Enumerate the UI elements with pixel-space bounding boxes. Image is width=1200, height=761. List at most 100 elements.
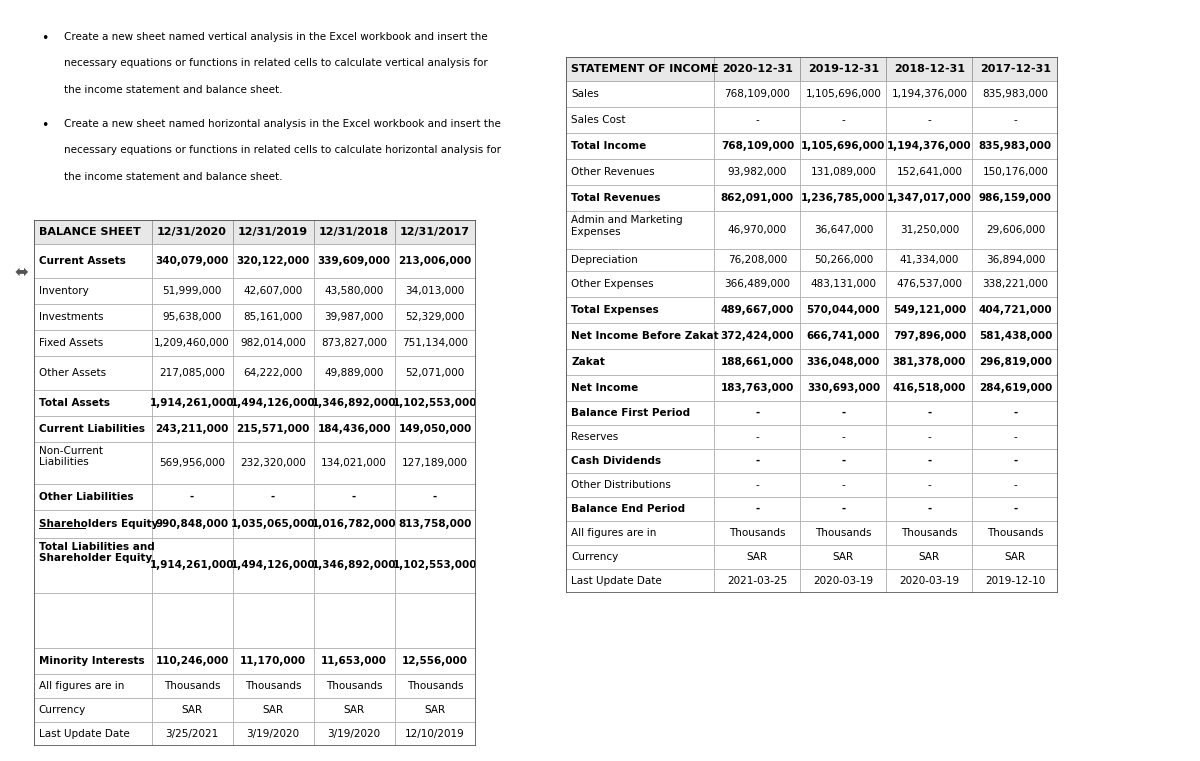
Bar <box>313 278 395 304</box>
Bar <box>972 297 1058 323</box>
Text: -: - <box>352 492 356 501</box>
Text: 569,956,000: 569,956,000 <box>160 458 226 468</box>
Text: SAR: SAR <box>343 705 365 715</box>
Bar <box>887 159 972 185</box>
Bar <box>313 593 395 648</box>
Text: 2020-03-19: 2020-03-19 <box>899 576 960 586</box>
Bar <box>233 538 313 593</box>
Text: 320,122,000: 320,122,000 <box>236 256 310 266</box>
Bar <box>395 538 475 593</box>
Bar <box>395 673 475 698</box>
Bar <box>714 159 800 185</box>
Text: 1,347,017,000: 1,347,017,000 <box>887 193 972 203</box>
Text: 11,653,000: 11,653,000 <box>322 656 388 666</box>
Text: Current Assets: Current Assets <box>38 256 126 266</box>
Bar <box>972 401 1058 425</box>
Text: 183,763,000: 183,763,000 <box>721 383 794 393</box>
Text: 39,987,000: 39,987,000 <box>324 312 384 322</box>
Text: 2020-03-19: 2020-03-19 <box>814 576 874 586</box>
Text: 1,494,126,000: 1,494,126,000 <box>230 560 316 570</box>
Bar <box>151 648 233 673</box>
Text: 52,071,000: 52,071,000 <box>406 368 464 377</box>
Bar <box>972 449 1058 473</box>
Text: 215,571,000: 215,571,000 <box>236 424 310 434</box>
Text: 751,134,000: 751,134,000 <box>402 338 468 348</box>
Bar <box>313 390 395 416</box>
Text: Last Update Date: Last Update Date <box>38 729 130 739</box>
Text: Net Income Before Zakat: Net Income Before Zakat <box>571 331 719 341</box>
Text: 43,580,000: 43,580,000 <box>324 286 384 296</box>
Bar <box>972 249 1058 271</box>
Bar <box>714 57 800 81</box>
Bar <box>151 538 233 593</box>
Bar <box>233 356 313 390</box>
Bar <box>566 133 714 159</box>
Bar <box>887 271 972 297</box>
Text: •: • <box>41 119 48 132</box>
Text: 12/31/2017: 12/31/2017 <box>400 227 470 237</box>
Text: 768,109,000: 768,109,000 <box>721 141 794 151</box>
Bar <box>714 497 800 521</box>
Bar <box>887 449 972 473</box>
Bar <box>887 401 972 425</box>
Bar <box>800 521 887 545</box>
Text: Reserves: Reserves <box>571 432 619 442</box>
Text: Other Assets: Other Assets <box>38 368 106 377</box>
Bar <box>972 545 1058 569</box>
Bar <box>151 593 233 648</box>
Text: Net Income: Net Income <box>571 383 638 393</box>
Text: Thousands: Thousands <box>326 681 383 691</box>
Bar <box>34 721 151 746</box>
Text: BALANCE SHEET: BALANCE SHEET <box>38 227 140 237</box>
Bar <box>800 57 887 81</box>
Bar <box>566 185 714 211</box>
Bar <box>566 211 714 249</box>
Text: 1,102,553,000: 1,102,553,000 <box>392 398 478 408</box>
Bar <box>800 297 887 323</box>
Bar <box>34 538 151 593</box>
Bar <box>887 473 972 497</box>
Text: Last Update Date: Last Update Date <box>571 576 662 586</box>
Bar <box>34 648 151 673</box>
Bar <box>887 569 972 593</box>
Bar <box>233 442 313 484</box>
Bar <box>800 449 887 473</box>
Text: Other Distributions: Other Distributions <box>571 480 671 490</box>
Bar <box>34 416 151 442</box>
Text: 2018-12-31: 2018-12-31 <box>894 64 965 74</box>
Text: 1,346,892,000: 1,346,892,000 <box>312 398 396 408</box>
Bar <box>313 304 395 330</box>
Bar <box>566 323 714 349</box>
Bar <box>566 497 714 521</box>
Text: Thousands: Thousands <box>901 528 958 538</box>
Text: 372,424,000: 372,424,000 <box>720 331 794 341</box>
Bar <box>800 425 887 449</box>
Bar <box>714 133 800 159</box>
Text: 3/19/2020: 3/19/2020 <box>246 729 300 739</box>
Text: 813,758,000: 813,758,000 <box>398 519 472 529</box>
Text: -: - <box>190 492 194 501</box>
Bar <box>566 159 714 185</box>
Bar <box>972 425 1058 449</box>
Text: 986,159,000: 986,159,000 <box>979 193 1052 203</box>
Text: -: - <box>841 456 846 466</box>
Text: necessary equations or functions in related cells to calculate horizontal analys: necessary equations or functions in rela… <box>64 145 500 155</box>
Bar <box>887 521 972 545</box>
Bar <box>151 416 233 442</box>
Bar <box>395 278 475 304</box>
Text: 416,518,000: 416,518,000 <box>893 383 966 393</box>
Text: 51,999,000: 51,999,000 <box>162 286 222 296</box>
Bar <box>887 249 972 271</box>
Text: 29,606,000: 29,606,000 <box>985 225 1045 235</box>
Text: 12,556,000: 12,556,000 <box>402 656 468 666</box>
Text: Non-Current
Liabilities: Non-Current Liabilities <box>38 446 103 467</box>
Bar <box>233 416 313 442</box>
Bar <box>800 133 887 159</box>
Bar <box>313 330 395 356</box>
Bar <box>233 304 313 330</box>
Text: 284,619,000: 284,619,000 <box>979 383 1052 393</box>
Text: -: - <box>841 480 845 490</box>
Text: 1,194,376,000: 1,194,376,000 <box>887 141 972 151</box>
Text: Create a new sheet named vertical analysis in the Excel workbook and insert the: Create a new sheet named vertical analys… <box>64 32 487 42</box>
Bar <box>714 107 800 133</box>
